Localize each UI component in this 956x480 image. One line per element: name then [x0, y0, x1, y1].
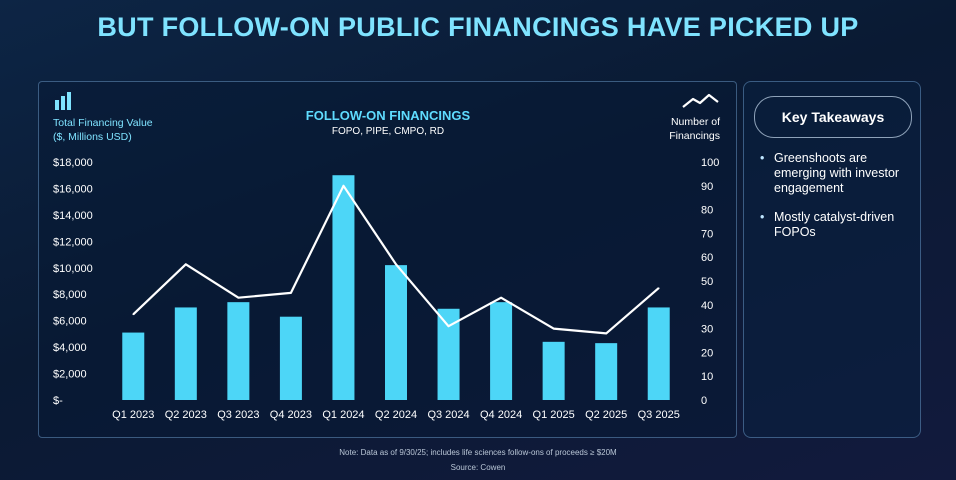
bar-financing-value [595, 343, 618, 400]
line-point [447, 325, 450, 328]
left-axis-tick-label: $10,000 [53, 263, 93, 275]
x-axis-tick-label: Q1 2025 [533, 409, 575, 421]
key-takeaways-panel: Key Takeaways • Greenshoots are emerging … [743, 81, 921, 438]
line-point [132, 313, 135, 316]
line-point [605, 332, 607, 335]
right-axis-label-line1: Number of [671, 116, 720, 128]
right-axis-tick-label: 90 [701, 181, 713, 193]
bar-chart-icon [55, 92, 71, 110]
left-axis-tick-label: $12,000 [53, 236, 93, 248]
line-point [657, 287, 660, 289]
bullet-icon: • [760, 151, 765, 165]
line-point [342, 185, 345, 187]
takeaway-text: Mostly catalyst-driven FOPOs [774, 210, 895, 239]
bar-financing-value [279, 316, 302, 400]
chart-title: FOLLOW-ON FINANCINGS [306, 108, 471, 123]
takeaway-item: • Greenshoots are emerging with investor … [760, 151, 918, 196]
follow-on-financings-chart: Total Financing Value ($, Millions USD) … [53, 92, 720, 421]
page-title: BUT FOLLOW-ON PUBLIC FINANCINGS HAVE PIC… [97, 12, 859, 42]
right-axis-tick-label: 20 [701, 347, 713, 359]
left-axis-tick-label: $4,000 [53, 342, 87, 354]
right-axis-tick-label: 40 [701, 300, 713, 312]
left-axis-tick-label: $6,000 [53, 316, 87, 328]
bullet-icon: • [760, 210, 765, 224]
x-axis-tick-label: Q4 2023 [270, 409, 312, 421]
bar-financing-value [647, 307, 670, 400]
left-axis-tick-label: $14,000 [53, 210, 93, 222]
right-axis-tick-label: 0 [701, 395, 707, 407]
chart-panel: Total Financing Value ($, Millions USD) … [38, 81, 737, 438]
bar-financing-value [490, 302, 513, 400]
chart-subtitle: FOPO, PIPE, CMPO, RD [332, 126, 444, 137]
x-axis-tick-label: Q3 2025 [638, 409, 680, 421]
x-axis-tick-label: Q1 2024 [322, 409, 364, 421]
left-axis-tick-label: $- [53, 395, 63, 407]
takeaway-text: Greenshoots are emerging with investor e… [774, 151, 900, 195]
line-point [395, 263, 397, 266]
line-point [237, 296, 240, 299]
x-axis-tick-label: Q3 2023 [217, 409, 259, 421]
right-axis-tick-label: 60 [701, 252, 713, 264]
left-axis-label-line2: ($, Millions USD) [53, 131, 132, 143]
line-point [290, 292, 292, 294]
left-axis-tick-label: $2,000 [53, 369, 87, 381]
bar-financing-value [174, 307, 197, 400]
bar-financing-value [385, 265, 407, 400]
right-axis-tick-label: 100 [701, 157, 719, 169]
right-axis-tick-label: 50 [701, 276, 713, 288]
right-axis-tick-label: 70 [701, 228, 713, 240]
footnote: Note: Data as of 9/30/25; includes life … [339, 448, 617, 457]
x-axis-tick-label: Q4 2024 [480, 409, 522, 421]
bar-financing-value [227, 302, 250, 400]
line-point [552, 327, 555, 330]
x-axis-tick-label: Q1 2023 [112, 409, 154, 421]
line-point [185, 263, 187, 266]
takeaway-item: • Mostly catalyst-driven FOPOs [760, 210, 918, 240]
bar-financing-value [542, 341, 565, 400]
right-axis-tick-label: 80 [701, 205, 713, 217]
x-axis-tick-label: Q3 2024 [427, 409, 469, 421]
line-chart-icon [682, 93, 719, 108]
right-axis-label-line2: Financings [669, 130, 720, 142]
bar-financing-value [122, 332, 145, 400]
left-axis-tick-label: $18,000 [53, 157, 93, 169]
takeaways-list: • Greenshoots are emerging with investor … [760, 151, 918, 254]
source-note: Source: Cowen [450, 463, 506, 472]
left-axis-label-line1: Total Financing Value [53, 117, 153, 129]
x-axis-tick-label: Q2 2023 [165, 409, 207, 421]
x-axis-tick-label: Q2 2024 [375, 409, 417, 421]
x-axis-tick-label: Q2 2025 [585, 409, 627, 421]
bar-financing-value [437, 308, 460, 400]
line-point [500, 296, 502, 299]
key-takeaways-heading: Key Takeaways [754, 96, 912, 138]
right-axis-tick-label: 30 [701, 324, 713, 336]
left-axis-tick-label: $8,000 [53, 289, 87, 301]
left-axis-tick-label: $16,000 [53, 183, 93, 195]
bar-financing-value [332, 175, 355, 400]
right-axis-tick-label: 10 [701, 371, 713, 383]
